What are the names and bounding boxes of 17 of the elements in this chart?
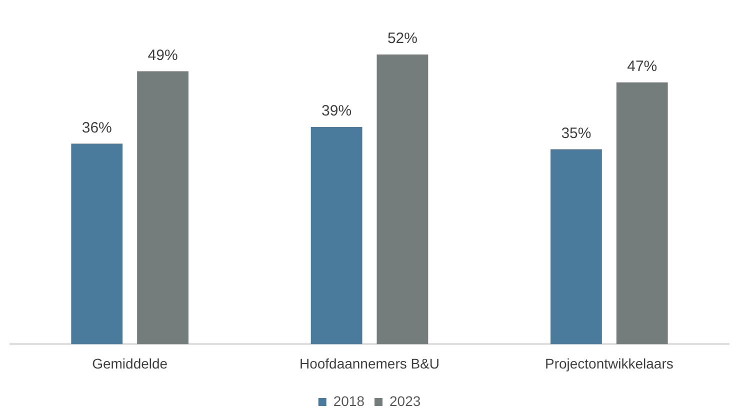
x-tick-label: Gemiddelde	[92, 355, 168, 372]
x-tick-label: Projectontwikkelaars	[544, 355, 674, 372]
bar	[376, 54, 428, 344]
legend-label: 2018	[333, 392, 365, 409]
legend-label: 2023	[390, 392, 421, 409]
bar	[137, 71, 188, 344]
bar	[616, 82, 668, 344]
data-label: 47%	[627, 58, 658, 76]
bar	[71, 144, 123, 344]
bar	[310, 126, 362, 344]
bar	[550, 149, 602, 344]
data-label: 49%	[148, 46, 178, 64]
data-label: 36%	[82, 119, 112, 136]
data-label: 52%	[387, 30, 418, 48]
data-label: 35%	[561, 124, 592, 142]
x-tick-label: Hoofdaannemers B&U	[299, 355, 440, 372]
data-label: 39%	[322, 102, 352, 120]
